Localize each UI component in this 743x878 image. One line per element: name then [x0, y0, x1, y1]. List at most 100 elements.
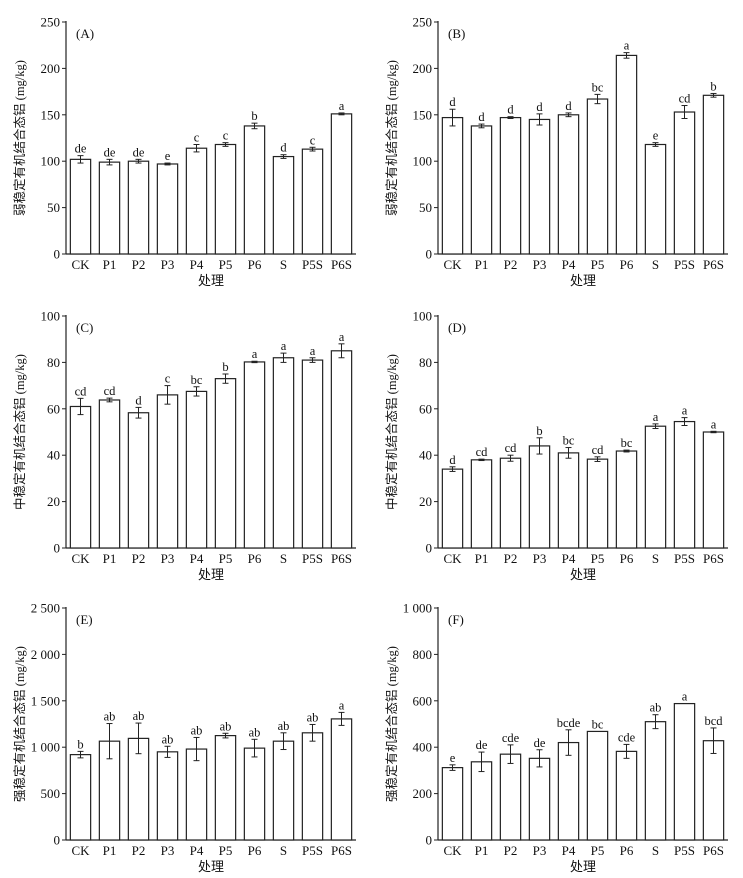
significance-letter: b — [710, 79, 716, 93]
bar-p3 — [156, 163, 179, 255]
x-tick-label: P2 — [504, 551, 518, 566]
x-tick-label: P4 — [190, 551, 204, 566]
x-tick-label: P1 — [103, 843, 117, 858]
significance-letter: cd — [104, 384, 117, 398]
x-tick-label: P2 — [132, 257, 146, 272]
bar-p4 — [185, 390, 208, 549]
bar-p4 — [557, 452, 580, 549]
chart-panel-c: 0 20 40 60 80 100 (C) 中稳定有机结合态铝 (mg/kg) 处理 cd CK cd… — [0, 294, 371, 586]
significance-letter: b — [536, 424, 542, 438]
x-tick-label: P6 — [620, 843, 634, 858]
x-tick-label: S — [652, 551, 659, 566]
x-tick-label: S — [652, 257, 659, 272]
x-axis-title: 处理 — [198, 273, 224, 288]
x-tick-label: P6S — [703, 257, 724, 272]
x-tick-label: P3 — [161, 257, 175, 272]
x-tick-label: CK — [443, 551, 462, 566]
significance-letter: de — [534, 736, 546, 750]
bar-p5 — [586, 458, 609, 549]
significance-letter: ab — [220, 719, 232, 733]
significance-letter: b — [77, 737, 83, 751]
bar-p6 — [243, 747, 266, 841]
y-tick-label: 50 — [47, 200, 60, 215]
x-tick-label: S — [280, 551, 287, 566]
x-tick-label: P6 — [248, 551, 262, 566]
significance-letter: ab — [249, 725, 261, 739]
y-tick-label: 1 500 — [31, 693, 60, 708]
bar-p2 — [499, 753, 522, 841]
bar-s — [644, 425, 667, 549]
chart-f-svg: 0 200 400 600 800 1 000 (F) 强稳定有机结合态铝 (mg/kg) 处理… — [384, 601, 728, 874]
significance-letter: de — [476, 738, 488, 752]
bar-p6 — [615, 450, 638, 549]
x-tick-label: P5 — [219, 843, 233, 858]
significance-letter: a — [252, 347, 258, 361]
bar-p3 — [528, 757, 551, 841]
x-tick-label: P5 — [591, 551, 605, 566]
significance-letter: cd — [505, 441, 518, 455]
x-tick-label: P6S — [331, 551, 352, 566]
significance-letter: d — [449, 95, 456, 109]
y-tick-label: 400 — [413, 740, 433, 755]
bar-ck — [69, 405, 92, 549]
chart-panel-a: 0 50 100 150 200 250 (A) 弱稳定有机结合态铝 (mg/kg) 处理 de C… — [0, 0, 371, 292]
y-tick-label: 100 — [413, 309, 433, 324]
significance-letter: c — [310, 133, 316, 147]
y-tick-label: 0 — [54, 541, 61, 556]
x-tick-label: S — [652, 843, 659, 858]
y-tick-label: 250 — [41, 15, 61, 30]
bar-s — [644, 143, 667, 255]
x-tick-label: P5S — [674, 257, 695, 272]
bar-p5s — [301, 732, 324, 841]
significance-letter: d — [135, 393, 142, 407]
panel-label: (C) — [76, 320, 93, 335]
bar-p1 — [470, 459, 493, 549]
x-tick-label: P1 — [475, 843, 489, 858]
x-tick-label: P1 — [475, 257, 489, 272]
bar-p4 — [557, 114, 580, 255]
significance-letter: ab — [133, 709, 145, 723]
x-tick-label: P1 — [103, 551, 117, 566]
x-tick-label: P6 — [620, 551, 634, 566]
y-tick-label: 100 — [41, 154, 61, 169]
x-axis-title: 处理 — [570, 567, 596, 582]
y-tick-label: 60 — [47, 401, 60, 416]
x-tick-label: CK — [71, 843, 90, 858]
y-tick-label: 40 — [419, 448, 432, 463]
significance-letter: bc — [592, 80, 604, 94]
significance-letter: de — [75, 142, 87, 156]
y-axis-title: 弱稳定有机结合态铝 (mg/kg) — [12, 60, 27, 216]
bar-p6 — [243, 125, 266, 255]
x-tick-label: P4 — [562, 551, 576, 566]
x-tick-label: P5S — [302, 257, 323, 272]
bar-p6 — [243, 361, 266, 549]
significance-letter: cd — [476, 445, 489, 459]
bar-p5 — [214, 378, 237, 549]
x-tick-label: P6S — [703, 551, 724, 566]
bar-s — [272, 357, 295, 549]
bar-p6s — [330, 350, 353, 549]
x-axis-title: 处理 — [570, 859, 596, 874]
y-tick-label: 500 — [41, 786, 61, 801]
bar-p5s — [301, 359, 324, 549]
x-tick-label: P3 — [161, 843, 175, 858]
significance-letter: bc — [592, 717, 604, 731]
bar-p5 — [214, 143, 237, 255]
y-tick-label: 40 — [47, 448, 60, 463]
chart-d-svg: 0 20 40 60 80 100 (D) 中稳定有机结合态铝 (mg/kg) 处理 d CK cd P… — [384, 309, 728, 582]
bar-p5s — [301, 148, 324, 255]
bar-p1 — [470, 761, 493, 841]
y-tick-label: 800 — [413, 647, 433, 662]
significance-letter: cde — [618, 730, 636, 744]
significance-letter: a — [310, 344, 316, 358]
x-tick-label: S — [280, 257, 287, 272]
chart-panel-d: 0 20 40 60 80 100 (D) 中稳定有机结合态铝 (mg/kg) 处理 d CK cd P… — [372, 294, 743, 586]
x-tick-label: P6S — [703, 843, 724, 858]
y-tick-label: 200 — [413, 786, 433, 801]
x-tick-label: P6 — [248, 843, 262, 858]
x-tick-label: P3 — [533, 257, 547, 272]
chart-e-svg: 0 500 1 000 1 500 2 000 2 500 (E) 强稳定有机结合态铝 (mg… — [12, 601, 356, 874]
bar-p6s — [702, 431, 725, 549]
x-tick-label: CK — [71, 257, 90, 272]
